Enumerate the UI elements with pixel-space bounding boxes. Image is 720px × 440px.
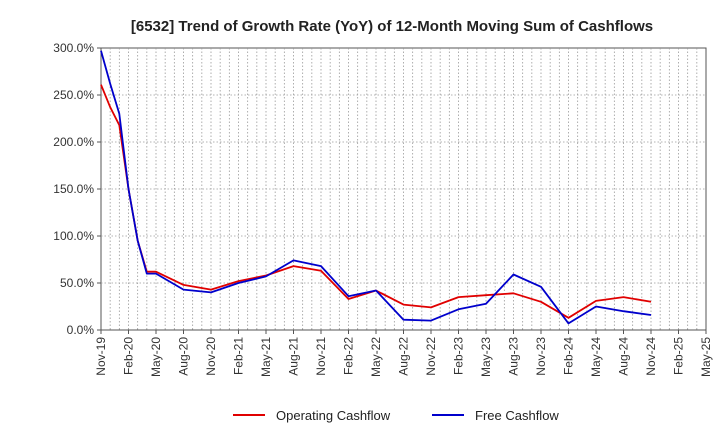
y-tick-label: 100.0% (53, 229, 94, 243)
x-tick-label: Feb-20 (122, 337, 136, 375)
legend: Operating Cashflow Free Cashflow (233, 408, 559, 423)
x-tick-label: Nov-20 (204, 337, 218, 376)
x-tick-label: Nov-21 (314, 337, 328, 376)
x-tick-label: Aug-24 (617, 337, 631, 376)
x-tick-label: May-23 (479, 337, 493, 377)
y-tick-label: 50.0% (60, 276, 94, 290)
y-tick-label: 200.0% (53, 135, 94, 149)
x-tick-label: Feb-25 (672, 337, 686, 375)
x-tick-label: Aug-22 (397, 337, 411, 376)
x-tick-label: Aug-21 (287, 337, 301, 376)
x-tick-label: Nov-22 (424, 337, 438, 376)
y-tick-label: 250.0% (53, 88, 94, 102)
y-tick-label: 0.0% (67, 323, 95, 337)
x-tick-label: Nov-23 (534, 337, 548, 376)
legend-label: Operating Cashflow (276, 408, 391, 423)
legend-label: Free Cashflow (475, 408, 559, 423)
x-tick-label: Feb-22 (342, 337, 356, 375)
x-tick-label: Feb-21 (232, 337, 246, 375)
x-tick-label: Feb-24 (562, 337, 576, 375)
x-tick-label: Aug-23 (507, 337, 521, 376)
x-tick-label: Nov-24 (644, 337, 658, 376)
x-tick-label: Nov-19 (94, 337, 108, 376)
x-tick-label: May-21 (259, 337, 273, 377)
x-tick-label: May-24 (589, 337, 603, 377)
plot-area: 0.0% 50.0% 100.0% 150.0% 200.0% 250.0% 300.0% N… (53, 41, 713, 377)
y-tick-label: 300.0% (53, 41, 94, 55)
x-tick-label: May-20 (149, 337, 163, 377)
x-tick-label: May-25 (699, 337, 713, 377)
x-tick-label: Aug-20 (177, 337, 191, 376)
y-tick-label: 150.0% (53, 182, 94, 196)
x-tick-label: May-22 (369, 337, 383, 377)
series-line-free-cashflow (100, 50, 652, 325)
chart-title: [6532] Trend of Growth Rate (YoY) of 12-… (131, 18, 653, 35)
x-tick-label: Feb-23 (452, 337, 466, 375)
